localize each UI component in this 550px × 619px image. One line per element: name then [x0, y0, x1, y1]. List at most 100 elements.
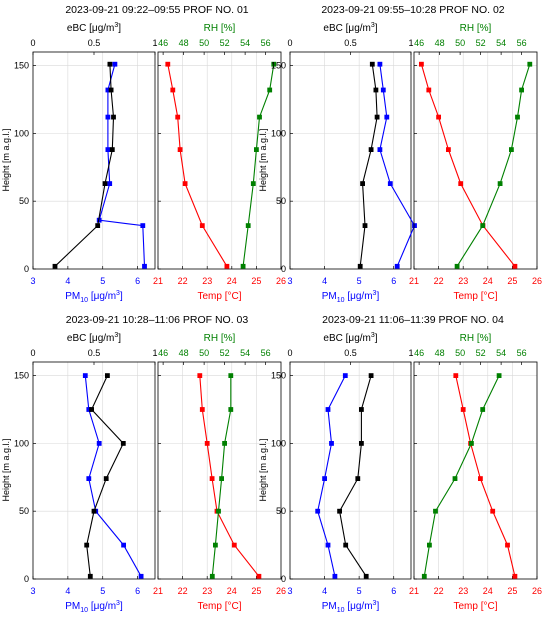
- series-pm10: [377, 61, 417, 269]
- pm10-label-sub: 10: [80, 607, 88, 614]
- pm10-label-unit: [μg/m: [345, 291, 373, 302]
- bottom-tick-label: 23: [202, 276, 212, 286]
- data-point-pm10: [315, 508, 321, 514]
- temp-axis-label: Temp [°C]: [197, 601, 241, 612]
- plot-frame: [413, 51, 538, 270]
- data-point-rh: [240, 263, 246, 269]
- data-point-rh: [267, 87, 273, 93]
- series-line-rh: [456, 64, 531, 267]
- pm10-label-unit: [μg/m: [88, 601, 116, 612]
- pm10-label-unit: [μg/m: [345, 601, 373, 612]
- rh-axis-label: RH [%]: [204, 23, 236, 34]
- data-point-pm10: [377, 61, 383, 67]
- ebc-label-end: ]: [375, 333, 378, 344]
- ebc-label-sup: 3: [114, 332, 118, 339]
- series-ebc: [337, 373, 374, 579]
- bottom-tick-label: 6: [391, 586, 396, 596]
- temp-axis-label: Temp [°C]: [197, 291, 241, 302]
- data-point-rh: [228, 373, 234, 378]
- pm10-label-end: ]: [376, 601, 379, 612]
- data-point-ebc: [89, 407, 94, 412]
- data-point-ebc: [343, 542, 349, 548]
- series-line-pm10: [317, 375, 346, 577]
- ebc-label-sup: 3: [371, 332, 375, 339]
- y-tick-label: 100: [14, 128, 29, 138]
- data-point-rh: [254, 147, 259, 152]
- data-point-rh: [509, 147, 514, 152]
- series-rh: [209, 373, 234, 579]
- top-tick-label: 46: [158, 348, 168, 358]
- bottom-tick-label: 24: [227, 276, 237, 286]
- data-point-ebc: [95, 223, 101, 228]
- bottom-tick-label: 22: [434, 276, 444, 286]
- data-point-pm10: [105, 87, 111, 93]
- profile-3: 2023-09-21 10:28–11:06 PROF NO. 03 Height…: [1, 314, 286, 614]
- data-point-pm10: [138, 573, 144, 579]
- bottom-tick-label: 3: [287, 586, 292, 596]
- ebc-label-main: eBC [μg/m: [67, 333, 114, 344]
- top-tick-label: 50: [455, 348, 465, 358]
- bottom-tick-label: 21: [153, 276, 163, 286]
- rh-axis-label: RH [%]: [204, 333, 236, 344]
- data-point-pm10: [105, 114, 111, 120]
- data-point-ebc: [363, 573, 369, 579]
- bottom-tick-label: 3: [30, 586, 35, 596]
- y-tick-label: 150: [271, 61, 286, 71]
- ebc-label-main: eBC [μg/m: [323, 23, 370, 34]
- top-tick-label: 0: [287, 348, 292, 358]
- series-ebc: [357, 61, 380, 269]
- data-point-temp: [453, 373, 459, 378]
- ebc-label-main: eBC [μg/m: [323, 333, 370, 344]
- data-point-temp: [460, 407, 466, 412]
- ebc-label-sup: 3: [114, 22, 118, 29]
- data-point-pm10: [140, 223, 146, 228]
- data-point-rh: [271, 61, 277, 67]
- data-point-ebc: [120, 441, 126, 446]
- temp-axis-label: Temp [°C]: [453, 601, 497, 612]
- plot-frame: [32, 51, 156, 270]
- data-point-rh: [209, 573, 215, 579]
- series-pm10: [315, 373, 348, 579]
- y-axis-label: Height [m a.g.l.]: [258, 128, 268, 191]
- series-rh: [454, 61, 533, 269]
- bottom-tick-label: 21: [409, 276, 419, 286]
- profile-4: 2023-09-21 11:06–11:39 PROF NO. 04 Height…: [258, 314, 542, 614]
- bottom-tick-label: 22: [434, 586, 444, 596]
- series-line-pm10: [379, 64, 416, 267]
- chart-title: 2023-09-21 09:55–10:28 PROF NO. 02: [321, 4, 504, 16]
- bottom-tick-label: 22: [178, 586, 188, 596]
- right-panel: 21 22 23 24 25 26 46 48 50 52 54 56 Temp [°C] RH [%]: [409, 333, 542, 612]
- data-point-rh: [515, 114, 520, 120]
- bottom-tick-label: 25: [251, 276, 261, 286]
- data-point-pm10: [112, 61, 118, 67]
- pm10-label-unit: [μg/m: [88, 291, 116, 302]
- series-pm10: [96, 61, 147, 269]
- plot-frame: [289, 51, 412, 270]
- data-point-pm10: [394, 263, 400, 269]
- y-axis-label: Height [m a.g.l.]: [1, 128, 11, 191]
- data-point-pm10: [96, 217, 102, 223]
- data-point-ebc: [52, 263, 58, 269]
- bottom-tick-label: 23: [202, 586, 212, 596]
- data-point-temp: [256, 573, 262, 579]
- series-ebc: [52, 61, 116, 269]
- pm10-label-sup: 3: [116, 600, 120, 607]
- right-panel: 21 22 23 24 25 26 46 48 50 52 54 56 Temp [°C] RH [%]: [153, 23, 286, 302]
- bottom-tick-label: 6: [391, 276, 396, 286]
- data-point-pm10: [322, 476, 327, 481]
- data-point-ebc: [369, 61, 375, 67]
- top-tick-label: 0.5: [88, 348, 101, 358]
- ebc-axis-label: eBC [μg/m3]: [67, 22, 121, 34]
- chart-title: 2023-09-21 09:22–09:55 PROF NO. 01: [65, 4, 248, 16]
- top-tick-label: 1: [152, 348, 157, 358]
- pm10-label-sub: 10: [337, 607, 345, 614]
- y-tick-label: 100: [14, 438, 29, 448]
- bottom-tick-label: 22: [178, 276, 188, 286]
- bottom-tick-label: 23: [458, 586, 468, 596]
- ebc-axis-label: eBC [μg/m3]: [323, 332, 377, 344]
- data-point-temp: [478, 476, 483, 481]
- bottom-tick-label: 4: [322, 586, 327, 596]
- y-tick-label: 0: [281, 264, 286, 274]
- top-tick-label: 50: [199, 38, 209, 48]
- data-point-temp: [436, 114, 441, 120]
